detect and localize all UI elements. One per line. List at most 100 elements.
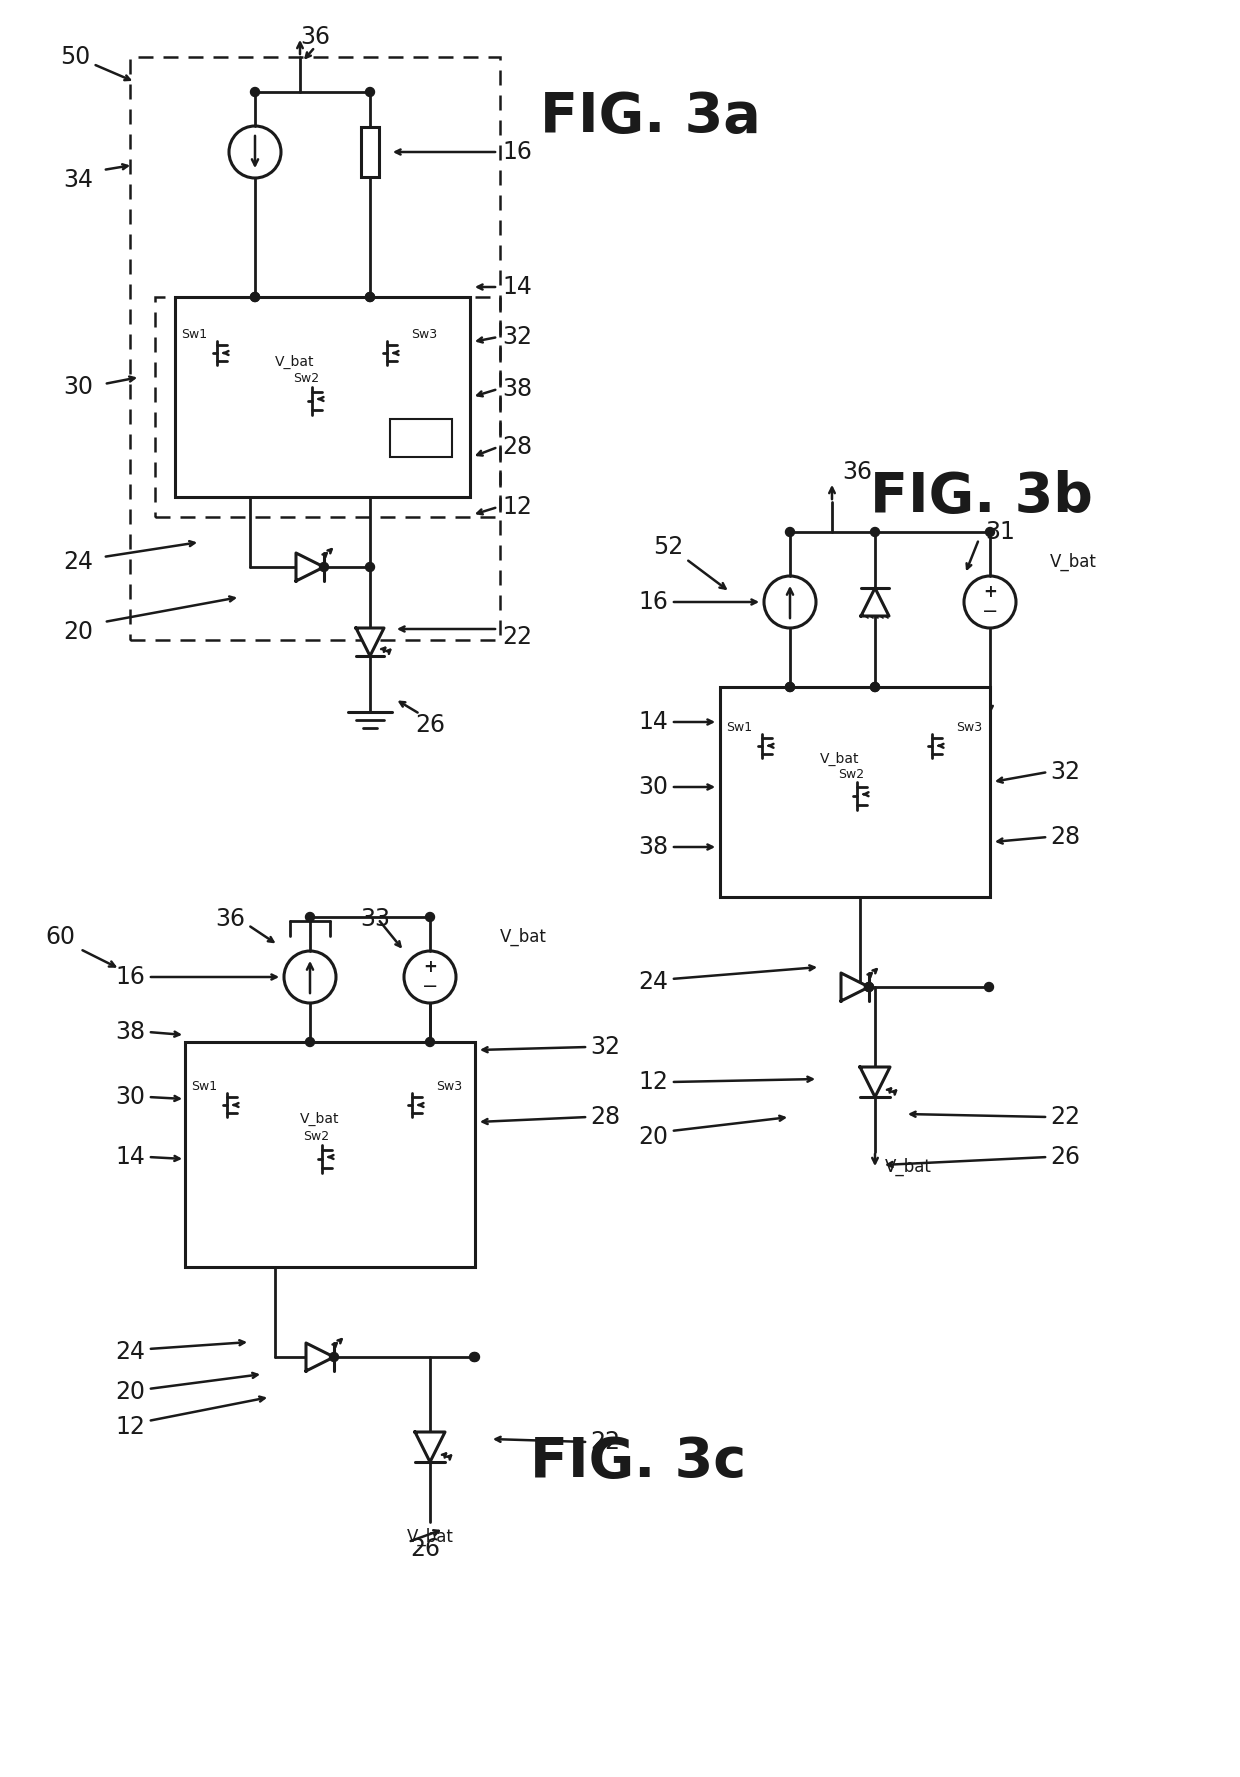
Text: 26: 26	[410, 1537, 440, 1560]
Text: V_bat: V_bat	[500, 928, 547, 945]
Text: 26: 26	[415, 713, 445, 737]
Circle shape	[470, 1352, 480, 1361]
Circle shape	[250, 293, 259, 302]
Circle shape	[250, 87, 259, 96]
Text: 33: 33	[360, 906, 391, 931]
Circle shape	[366, 563, 374, 572]
Text: 22: 22	[590, 1430, 620, 1454]
Text: 26: 26	[1050, 1144, 1080, 1169]
Text: 12: 12	[115, 1414, 145, 1439]
Text: +: +	[983, 583, 997, 601]
Text: −: −	[982, 602, 998, 622]
Circle shape	[366, 293, 374, 302]
Text: −: −	[422, 977, 438, 997]
Text: 36: 36	[842, 460, 872, 483]
Circle shape	[785, 682, 795, 691]
Circle shape	[305, 913, 315, 922]
Text: 14: 14	[115, 1144, 145, 1169]
Text: 30: 30	[63, 375, 93, 400]
Text: V_bat: V_bat	[407, 1528, 454, 1546]
Text: FIG. 3b: FIG. 3b	[870, 469, 1092, 524]
Text: 32: 32	[590, 1034, 620, 1059]
Text: Sw3: Sw3	[410, 329, 438, 341]
Text: 32: 32	[502, 325, 532, 348]
Text: 38: 38	[637, 835, 668, 858]
Polygon shape	[841, 974, 869, 1000]
Text: Sw1: Sw1	[181, 329, 207, 341]
Text: Sw3: Sw3	[409, 434, 433, 442]
Polygon shape	[296, 553, 324, 581]
Text: 28: 28	[502, 435, 532, 458]
Circle shape	[870, 682, 879, 691]
Text: 16: 16	[639, 590, 668, 615]
Text: Sw2: Sw2	[303, 1130, 329, 1144]
Circle shape	[366, 87, 374, 96]
Text: 28: 28	[590, 1105, 620, 1128]
Text: 16: 16	[115, 965, 145, 990]
Text: 38: 38	[502, 377, 532, 402]
Text: 24: 24	[63, 551, 93, 574]
Text: 28: 28	[1050, 825, 1080, 849]
Bar	[175, 297, 470, 498]
Text: Sw3: Sw3	[436, 1080, 463, 1093]
Text: V_bat: V_bat	[1050, 553, 1097, 570]
Circle shape	[785, 682, 795, 691]
Text: 34: 34	[63, 169, 93, 192]
Text: Sw2: Sw2	[293, 373, 319, 386]
Text: 12: 12	[639, 1070, 668, 1095]
Text: 14: 14	[502, 275, 532, 299]
Text: 36: 36	[300, 25, 330, 50]
Circle shape	[864, 983, 873, 992]
Text: 52: 52	[653, 535, 683, 560]
Text: FIG. 3a: FIG. 3a	[539, 91, 761, 144]
Circle shape	[330, 1352, 339, 1361]
Text: 16: 16	[502, 140, 532, 163]
Text: 32: 32	[1050, 761, 1080, 784]
Polygon shape	[861, 1066, 890, 1096]
Text: 38: 38	[115, 1020, 145, 1045]
Text: 22: 22	[502, 626, 532, 649]
Polygon shape	[861, 588, 889, 617]
Circle shape	[785, 528, 795, 537]
Polygon shape	[415, 1432, 445, 1462]
Text: Sw2: Sw2	[838, 768, 864, 780]
Circle shape	[870, 528, 879, 537]
Circle shape	[305, 1038, 315, 1047]
Bar	[720, 688, 990, 897]
Text: Sw1: Sw1	[191, 1080, 217, 1093]
Text: V_bat: V_bat	[275, 355, 315, 370]
Text: 14: 14	[639, 711, 668, 734]
Text: 20: 20	[639, 1125, 668, 1150]
Text: V_bat: V_bat	[300, 1112, 340, 1127]
Circle shape	[986, 528, 994, 537]
Bar	[361, 126, 379, 178]
Text: 24: 24	[639, 970, 668, 993]
Text: 31: 31	[985, 521, 1014, 544]
Text: 12: 12	[502, 496, 532, 519]
Text: 60: 60	[45, 926, 74, 949]
Text: 20: 20	[115, 1381, 145, 1404]
Text: 30: 30	[639, 775, 668, 800]
Circle shape	[320, 563, 329, 572]
Bar	[391, 419, 453, 457]
Text: +: +	[423, 958, 436, 976]
Circle shape	[870, 682, 879, 691]
Circle shape	[864, 983, 873, 992]
Text: Sw3: Sw3	[956, 721, 982, 734]
Circle shape	[366, 293, 374, 302]
Bar	[185, 1041, 475, 1267]
Polygon shape	[356, 627, 384, 656]
Text: FIG. 3c: FIG. 3c	[529, 1436, 746, 1489]
Text: 36: 36	[215, 906, 246, 931]
Text: Sw1: Sw1	[725, 721, 751, 734]
Text: 30: 30	[115, 1086, 145, 1109]
Text: V_bat: V_bat	[885, 1159, 932, 1176]
Circle shape	[470, 1352, 479, 1361]
Text: V_bat: V_bat	[820, 752, 859, 766]
Text: 22: 22	[1050, 1105, 1080, 1128]
Circle shape	[250, 293, 259, 302]
Text: 24: 24	[115, 1340, 145, 1365]
Circle shape	[425, 1038, 434, 1047]
Text: 20: 20	[63, 620, 93, 643]
Polygon shape	[306, 1343, 334, 1372]
